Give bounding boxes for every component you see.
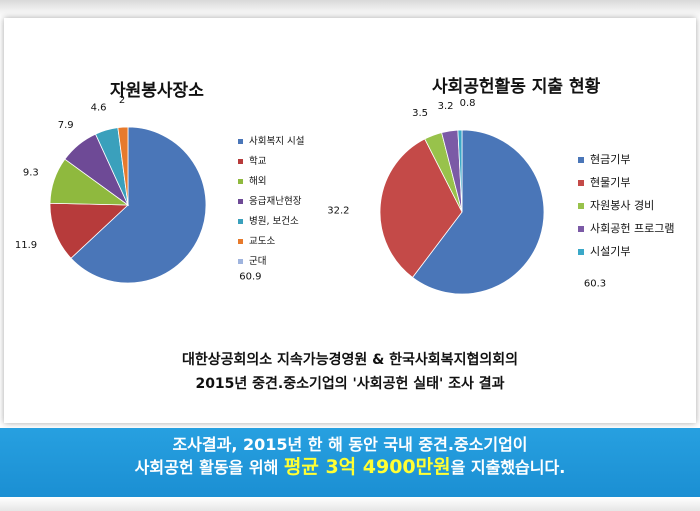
pie-chart-volunteer-locations: 60.9 11.9 9.3 7.9 4.6 2 <box>15 95 262 284</box>
legend-swatch-2-0 <box>578 157 584 163</box>
slice-value-label-2-1: 32.2 <box>327 206 349 217</box>
banner-line-2-suffix: 을 지출했습니다. <box>450 458 566 477</box>
slice-value-label-1-2: 9.3 <box>23 168 39 179</box>
slice-value-label-2-0: 60.3 <box>584 279 606 290</box>
pie-slice-1-5 <box>117 126 129 206</box>
top-shadow-bar <box>0 0 700 18</box>
legend-swatch-2-3 <box>578 226 584 232</box>
banner-highlight-amount: 평균 3억 4900만원 <box>283 456 451 478</box>
legend-swatch-1-6 <box>238 259 243 264</box>
legend-swatch-2-2 <box>578 203 584 209</box>
pie-slice-2-1 <box>379 138 463 278</box>
survey-source-line: 대한상공회의소 지속가능경영원 & 한국사회복지협의회의 <box>182 352 518 368</box>
pie-slice-2-4 <box>457 129 463 213</box>
survey-title-line: 2015년 중견.중소기업의 '사회공헌 실태' 조사 결과 <box>195 376 505 392</box>
legend-label-1-1: 학교 <box>249 156 267 167</box>
bottom-shadow-bar <box>0 497 700 511</box>
pie-slice-1-1 <box>49 202 129 259</box>
legend-swatch-1-5 <box>238 239 243 244</box>
slice-value-label-1-5: 2 <box>119 95 125 106</box>
banner-line-2-prefix: 사회공헌 활동을 위해 <box>134 458 284 477</box>
legend-swatch-1-0 <box>238 139 243 144</box>
pie-chart-spending-status: 60.3 32.2 3.5 3.2 0.8 <box>327 98 606 295</box>
legend-label-1-2: 해외 <box>249 175 266 187</box>
pie-slice-2-0 <box>411 129 545 295</box>
legend-label-1-3: 응급재난현장 <box>249 196 302 207</box>
legend-label-1-0: 사회복지 시설 <box>249 136 304 147</box>
legend-swatch-1-1 <box>238 159 243 164</box>
slice-value-label-2-4: 0.8 <box>460 98 476 109</box>
slice-value-label-2-2: 3.5 <box>412 108 428 119</box>
banner-line-1: 조사결과, 2015년 한 해 동안 국내 중견.중소기업이 <box>172 435 528 454</box>
legend-swatch-2-4 <box>578 249 584 255</box>
legend-label-2-3: 사회공헌 프로그램 <box>590 222 674 235</box>
result-banner: 조사결과, 2015년 한 해 동안 국내 중견.중소기업이 사회공헌 활동을 … <box>0 428 700 497</box>
legend-label-2-0: 현금기부 <box>590 153 630 166</box>
legend-label-1-5: 교도소 <box>249 236 275 247</box>
legend-label-1-4: 병원, 보건소 <box>249 216 299 227</box>
banner-line-2: 사회공헌 활동을 위해 평균 3억 4900만원을 지출했습니다. <box>0 456 700 479</box>
slice-value-label-1-0: 60.9 <box>239 272 261 283</box>
slice-value-label-1-3: 7.9 <box>58 120 74 131</box>
legend-label-2-1: 현물기부 <box>590 176 630 189</box>
pie-slice-1-0 <box>70 126 207 284</box>
chart-title-spending-status: 사회공헌활동 지출 현황 <box>432 77 601 97</box>
legend-swatch-1-2 <box>238 179 243 184</box>
legend-label-2-4: 시설기부 <box>590 245 630 258</box>
legend-swatch-2-1 <box>578 180 584 186</box>
slice-value-label-2-3: 3.2 <box>438 101 454 112</box>
legend-swatch-1-3 <box>238 199 243 204</box>
legend-label-2-2: 자원봉사 경비 <box>590 199 654 212</box>
slice-value-label-1-1: 11.9 <box>15 240 37 251</box>
legend-label-1-6: 군대 <box>249 256 266 267</box>
chart-title-volunteer-locations: 자원봉사장소 <box>110 81 204 101</box>
legend-swatch-1-4 <box>238 219 243 224</box>
slice-value-label-1-4: 4.6 <box>91 103 107 114</box>
